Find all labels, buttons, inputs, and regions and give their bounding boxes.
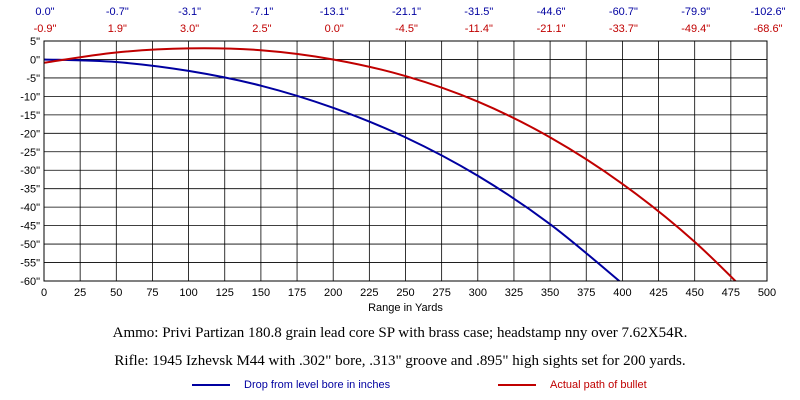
drop-value-label: -21.1" bbox=[392, 6, 421, 18]
path-value-label: 2.5" bbox=[252, 23, 271, 35]
y-axis-ticks: 5" 0" -5" -10" -15" -20" -25" -30" -35" -40" -45" -… bbox=[20, 36, 40, 288]
x-tick-label: 150 bbox=[252, 287, 270, 299]
x-tick-label: 25 bbox=[74, 287, 86, 299]
y-tick-label: -15" bbox=[20, 110, 40, 122]
path-value-label: 0.0" bbox=[325, 23, 344, 35]
x-tick-label: 450 bbox=[686, 287, 704, 299]
y-tick-label: -50" bbox=[20, 239, 40, 251]
x-tick-label: 225 bbox=[360, 287, 378, 299]
plot-frame bbox=[43, 40, 768, 282]
drop-value-label: -31.5" bbox=[464, 6, 493, 18]
y-tick-label: -55" bbox=[20, 258, 40, 270]
drop-value-label: -7.1" bbox=[250, 6, 273, 18]
x-tick-label: 500 bbox=[758, 287, 776, 299]
y-tick-label: -35" bbox=[20, 184, 40, 196]
y-tick-label: -25" bbox=[20, 147, 40, 159]
ammo-note: Ammo: Privi Partizan 180.8 grain lead co… bbox=[112, 325, 688, 341]
x-tick-label: 275 bbox=[432, 287, 450, 299]
series-lines bbox=[44, 47, 737, 281]
x-tick-label: 100 bbox=[179, 287, 197, 299]
legend-path-swatch bbox=[498, 384, 536, 386]
x-tick-label: 250 bbox=[396, 287, 414, 299]
x-tick-label: 350 bbox=[541, 287, 559, 299]
x-tick-label: 375 bbox=[577, 287, 595, 299]
x-tick-label: 300 bbox=[469, 287, 487, 299]
drop-value-label: 0.0" bbox=[35, 6, 54, 18]
x-tick-label: 0 bbox=[41, 287, 47, 299]
path-value-label: -49.4" bbox=[681, 23, 710, 35]
x-tick-label: 125 bbox=[216, 287, 234, 299]
path-value-label: -0.9" bbox=[34, 23, 57, 35]
path-value-label: -4.5" bbox=[395, 23, 418, 35]
path-value-label: -11.4" bbox=[465, 23, 493, 35]
drop-value-label: -60.7" bbox=[609, 6, 638, 18]
trajectory-chart: 0.0" -0.9" -0.7" 1.9" -3.1" 3.0" -7.1" 2.5" -13.… bbox=[20, 6, 786, 314]
y-tick-label: -40" bbox=[20, 202, 40, 214]
drop-value-label: -3.1" bbox=[178, 6, 201, 18]
drop-value-label: -0.7" bbox=[106, 6, 129, 18]
x-tick-label: 50 bbox=[110, 287, 122, 299]
legend-path: Actual path of bullet bbox=[498, 377, 647, 393]
x-tick-label: 175 bbox=[288, 287, 306, 299]
path-value-label: -33.7" bbox=[609, 23, 638, 35]
legend-path-label: Actual path of bullet bbox=[550, 379, 647, 391]
rifle-note: Rifle: 1945 Izhevsk M44 with .302" bore,… bbox=[114, 353, 686, 369]
x-tick-label: 200 bbox=[324, 287, 342, 299]
x-tick-label: 425 bbox=[649, 287, 667, 299]
drop-value-label: -13.1" bbox=[320, 6, 349, 18]
x-tick-label: 75 bbox=[146, 287, 158, 299]
drop-series-line bbox=[44, 58, 621, 281]
x-tick-label: 475 bbox=[722, 287, 740, 299]
y-tick-label: 5" bbox=[30, 36, 40, 48]
drop-value-label: -102.6" bbox=[750, 6, 785, 18]
legend-drop-swatch bbox=[192, 384, 230, 386]
path-value-label: 1.9" bbox=[108, 23, 127, 35]
legend-drop: Drop from level bore in inches bbox=[192, 377, 390, 393]
x-tick-label: 400 bbox=[613, 287, 631, 299]
path-value-label: 3.0" bbox=[180, 23, 199, 35]
y-tick-label: -20" bbox=[20, 128, 40, 140]
x-tick-label: 325 bbox=[505, 287, 523, 299]
path-series-line bbox=[44, 47, 737, 281]
y-tick-label: -30" bbox=[20, 165, 40, 177]
x-axis-label: Range in Yards bbox=[368, 302, 443, 314]
y-tick-label: -5" bbox=[26, 73, 40, 85]
top-value-labels: 0.0" -0.9" -0.7" 1.9" -3.1" 3.0" -7.1" 2.5" -13.… bbox=[34, 6, 786, 35]
drop-value-label: -79.9" bbox=[681, 6, 710, 18]
legend-drop-label: Drop from level bore in inches bbox=[244, 379, 391, 391]
y-tick-label: -45" bbox=[20, 221, 40, 233]
drop-value-label: -44.6" bbox=[537, 6, 566, 18]
path-value-label: -68.6" bbox=[754, 23, 783, 35]
x-axis-ticks: 0 25 50 75 100 125 150 175 200 225 250 275 300 325 350… bbox=[41, 287, 776, 299]
y-tick-label: -10" bbox=[20, 91, 40, 103]
path-value-label: -21.1" bbox=[537, 23, 566, 35]
y-tick-label: 0" bbox=[30, 54, 40, 66]
y-tick-label: -60" bbox=[20, 276, 40, 288]
